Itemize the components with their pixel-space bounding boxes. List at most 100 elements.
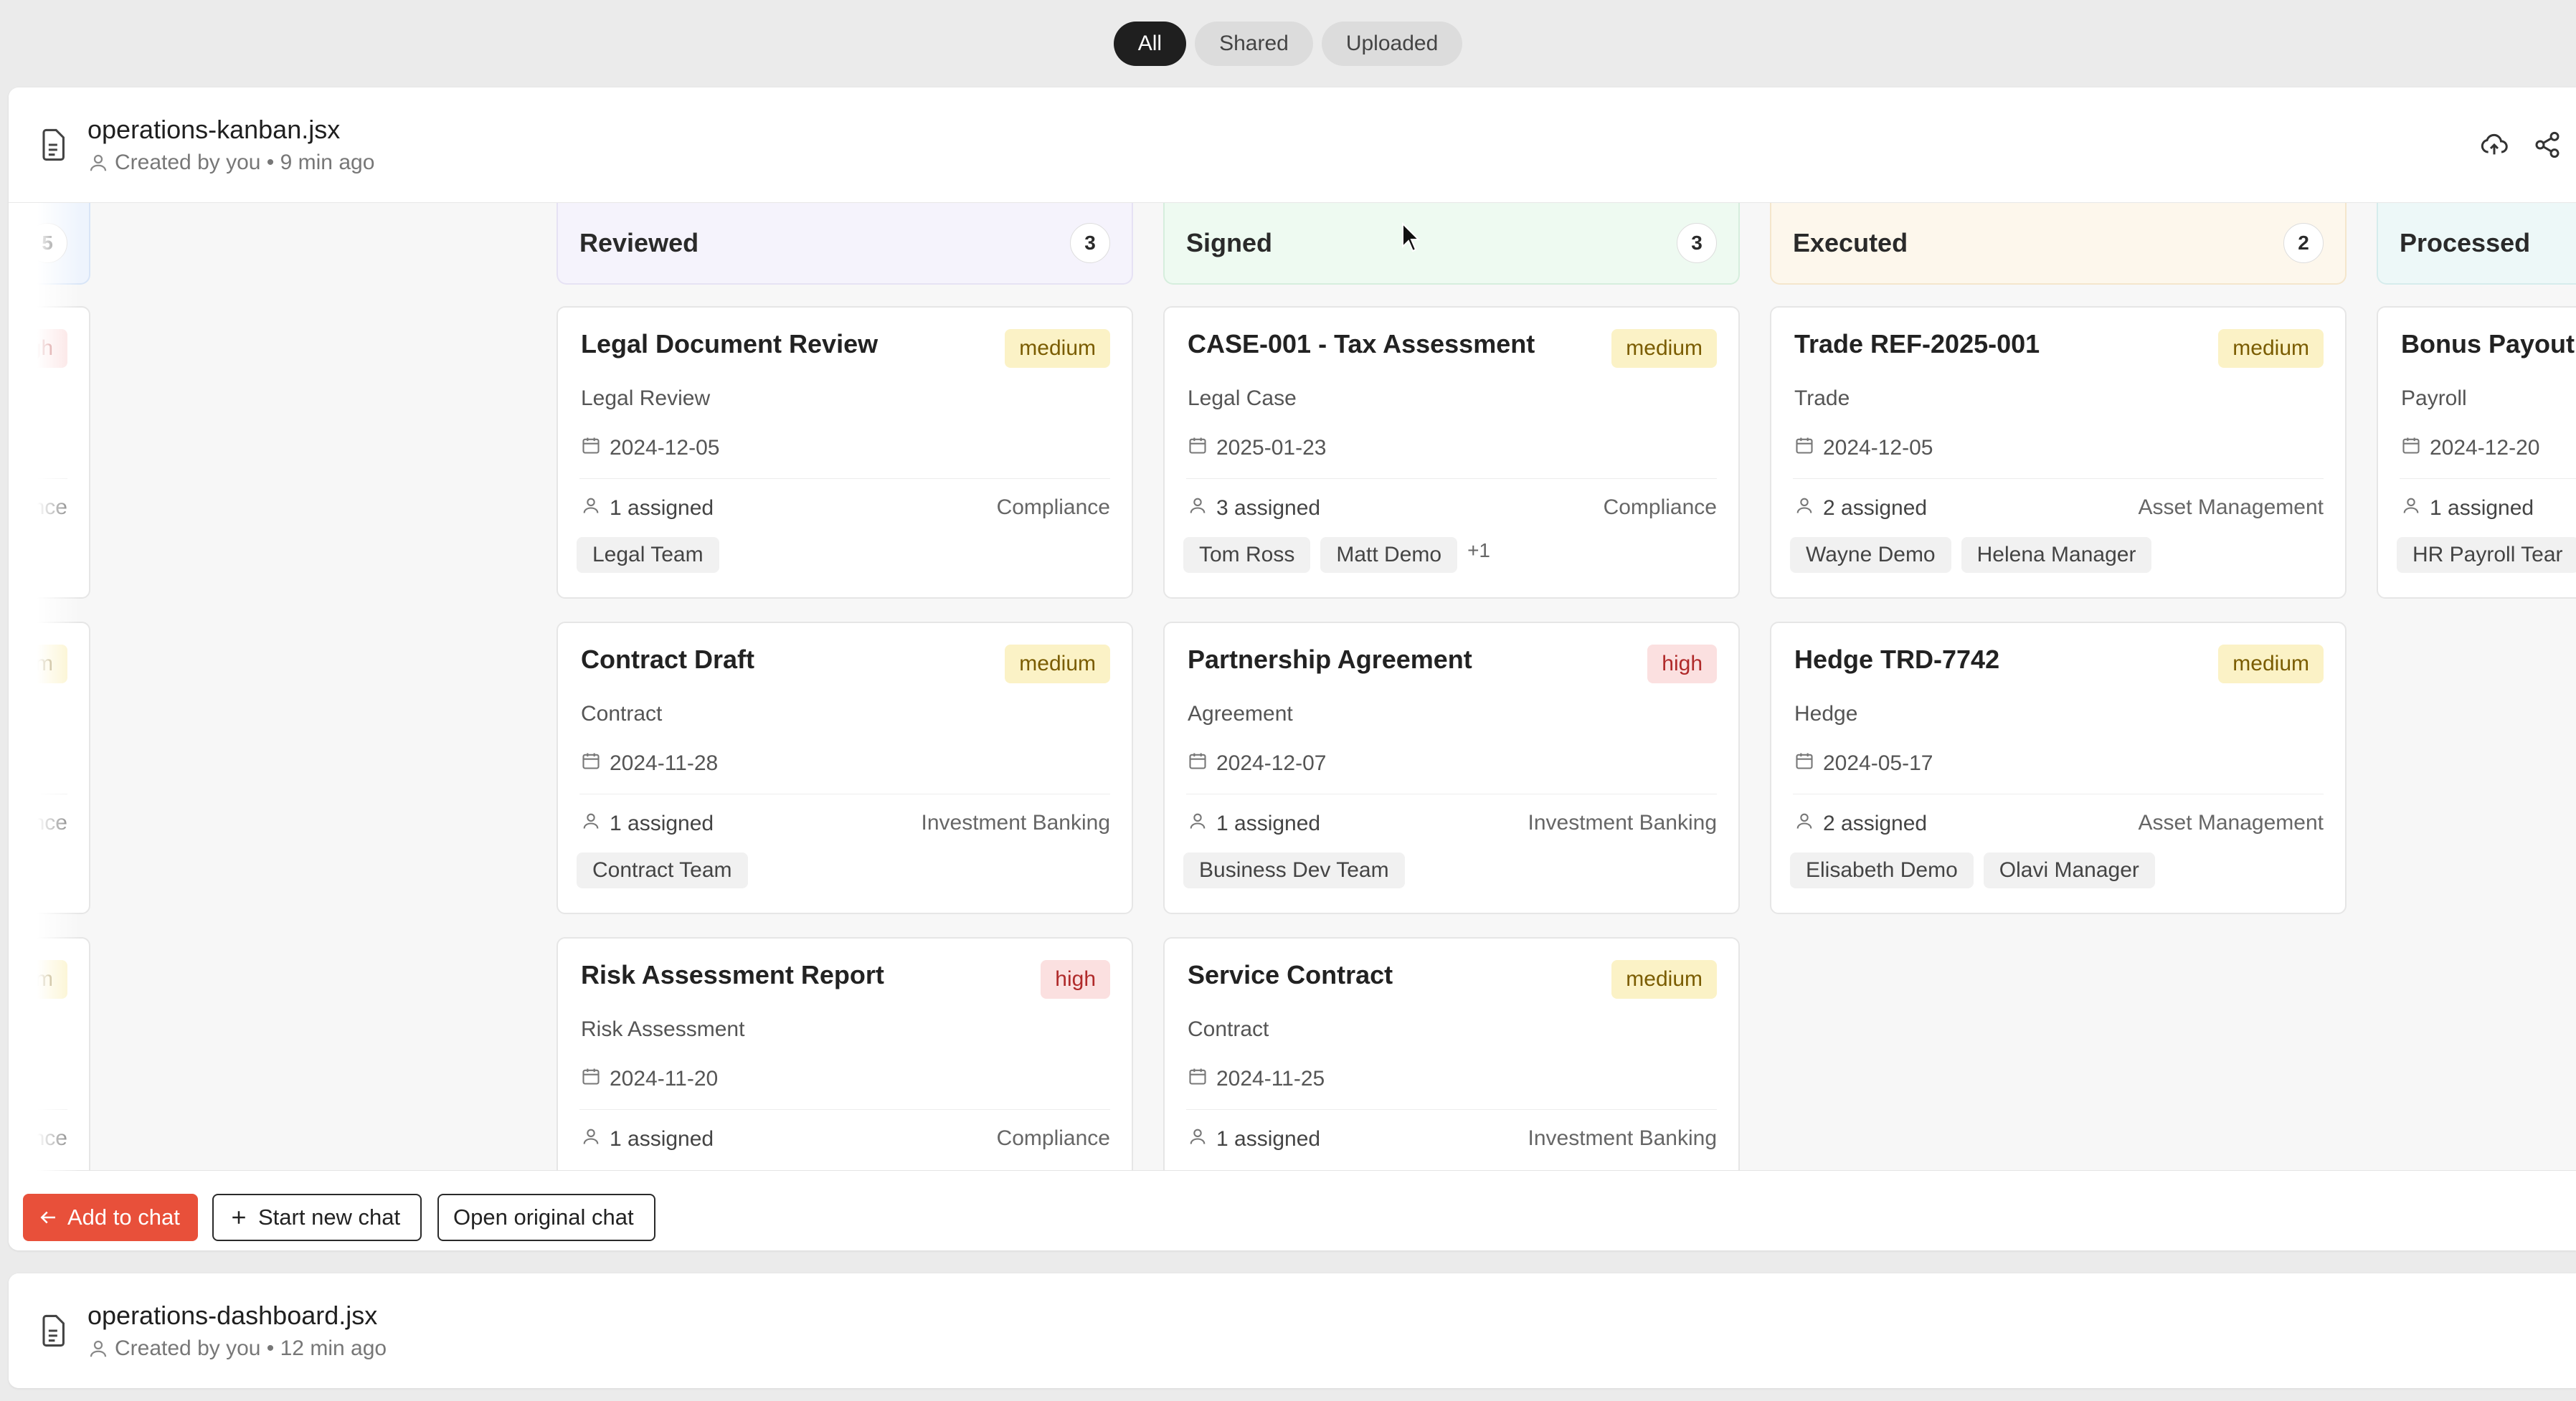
column-count-badge: 3	[1677, 223, 1717, 263]
file-icon	[42, 128, 65, 161]
card-divider	[2400, 478, 2576, 479]
column-count-badge: 3	[1070, 223, 1110, 263]
file-name[interactable]: operations-dashboard.jsx	[87, 1301, 378, 1330]
card-type: Payroll	[2401, 386, 2467, 410]
start-new-chat-label: Start new chat	[258, 1205, 401, 1230]
card-assigned: 1 assigned	[1188, 811, 1320, 837]
card-title: Partnership Agreement	[1188, 645, 1472, 674]
card-type: Risk Assessment	[581, 1017, 745, 1041]
kanban-board: d5RPT Notehigheport1-17nedFinanceonViola…	[9, 202, 2576, 1171]
card-divider	[579, 478, 1110, 479]
user-icon	[1188, 1126, 1208, 1152]
card-title: Contract Draft	[581, 645, 755, 674]
column-header: Signed 3	[1163, 203, 1740, 285]
person-tag: Contract Team	[577, 853, 748, 888]
column-title: Executed	[1793, 228, 1908, 257]
cloud-upload-icon[interactable]	[2480, 130, 2509, 163]
user-icon	[1188, 495, 1208, 521]
card-type: Legal Case	[1188, 386, 1297, 410]
person-tag: Wayne Demo	[1790, 537, 1951, 573]
kanban-card[interactable]: Trade REF-2025-001 medium Trade 2024-12-05 2…	[1770, 306, 2347, 599]
person-tag: Matt Demo	[1320, 537, 1458, 573]
priority-badge: high	[1041, 960, 1110, 999]
card-date: 2024-11-20	[581, 1066, 718, 1092]
file-meta: Created by you • 9 min ago	[87, 151, 374, 175]
card-people: HR Payroll Tear	[2397, 537, 2576, 573]
kanban-card[interactable]: Risk Assessment Report high Risk Assessmen…	[557, 937, 1133, 1171]
kanban-card[interactable]: Partnership Agreement high Agreement 2024-1…	[1163, 622, 1740, 914]
card-date: 2024-12-20	[2401, 435, 2539, 461]
card-date: 2024-12-05	[581, 435, 719, 461]
card-title: Bonus Payout	[2401, 329, 2575, 358]
card-people: Legal Team	[577, 537, 719, 573]
open-original-chat-button[interactable]: Open original chat	[437, 1194, 655, 1241]
card-assigned-text: 2 assigned	[1823, 496, 1928, 520]
card-assigned-text: 2 assigned	[1823, 812, 1928, 835]
card-type: Trade	[1794, 386, 1850, 410]
calendar-icon	[2401, 435, 2421, 461]
card-divider	[1793, 478, 2324, 479]
calendar-icon	[1188, 435, 1208, 461]
open-original-chat-label: Open original chat	[453, 1205, 634, 1230]
user-icon	[90, 154, 107, 171]
kanban-column: Processed Bonus Payout Payroll 2024-12-20 1 …	[2377, 203, 2576, 599]
kanban-card[interactable]: CASE-001 - Tax Assessment medium Legal Cas…	[1163, 306, 1740, 599]
calendar-icon	[581, 751, 601, 777]
person-tag: Olavi Manager	[1983, 853, 2155, 888]
person-tag: HR Payroll Tear	[2397, 537, 2576, 573]
user-icon	[1794, 811, 1814, 837]
add-to-chat-button[interactable]: Add to chat	[23, 1194, 198, 1241]
kanban-card[interactable]: Bonus Payout Payroll 2024-12-20 1 assigned H…	[2377, 306, 2576, 599]
calendar-icon	[1794, 751, 1814, 777]
card-department: Compliance	[996, 495, 1110, 519]
card-department: Asset Management	[2138, 495, 2324, 519]
filter-uploaded[interactable]: Uploaded	[1321, 22, 1463, 66]
kanban-card[interactable]: Service Contract medium Contract 2024-11-25…	[1163, 937, 1740, 1171]
arrow-left-icon	[40, 1211, 55, 1224]
plus-icon	[232, 1211, 245, 1224]
start-new-chat-button[interactable]: Start new chat	[212, 1194, 422, 1241]
card-assigned-text: 1 assigned	[2430, 496, 2534, 520]
file-name[interactable]: operations-kanban.jsx	[87, 115, 341, 144]
header-actions	[2480, 130, 2562, 163]
kanban-card[interactable]: Contract Draft medium Contract 2024-11-28 1 …	[557, 622, 1133, 914]
user-icon	[1188, 811, 1208, 837]
card-assigned: 2 assigned	[1794, 495, 1927, 521]
card-title: Legal Document Review	[581, 329, 879, 358]
card-date-text: 2024-11-28	[610, 751, 719, 775]
card-type: Hedge	[1794, 702, 1858, 726]
kanban-column: Executed 2 Trade REF-2025-001 medium Trade 20…	[1770, 203, 2347, 914]
filter-all[interactable]: All	[1113, 22, 1187, 66]
card-department: Asset Management	[2138, 811, 2324, 835]
card-assigned-text: 1 assigned	[1216, 1127, 1321, 1151]
card-date: 2024-12-07	[1188, 751, 1326, 777]
card-department: Investment Banking	[1528, 811, 1717, 835]
card-assigned: 1 assigned	[581, 1126, 714, 1152]
card-assigned-text: 1 assigned	[610, 1127, 714, 1151]
artifact-header-second: operations-dashboard.jsx Created by you …	[9, 1273, 2576, 1388]
user-icon	[1794, 495, 1814, 521]
card-date-text: 2024-12-05	[1823, 436, 1933, 460]
share-icon[interactable]	[2533, 130, 2562, 163]
card-date-text: 2024-12-07	[1216, 751, 1327, 775]
priority-badge: medium	[2218, 645, 2324, 683]
calendar-icon	[1794, 435, 1814, 461]
card-date-text: 2024-05-17	[1823, 751, 1933, 775]
artifact-header: operations-kanban.jsx Created by you • 9…	[9, 87, 2576, 202]
kanban-card[interactable]: Hedge TRD-7742 medium Hedge 2024-05-17 2 ass…	[1770, 622, 2347, 914]
user-icon	[581, 811, 601, 837]
card-title: Trade REF-2025-001	[1794, 329, 2040, 358]
card-department: Compliance	[996, 1126, 1110, 1150]
kanban-card[interactable]: Legal Document Review medium Legal Review 2…	[557, 306, 1133, 599]
card-assigned: 1 assigned	[581, 811, 714, 837]
priority-badge: high	[1647, 645, 1717, 683]
card-people: Contract Team	[577, 853, 748, 888]
card-assigned: 1 assigned	[1188, 1126, 1320, 1152]
card-department: Compliance	[1603, 495, 1717, 519]
card-assigned-text: 1 assigned	[610, 496, 714, 520]
artifact-panel-dashboard[interactable]: operations-dashboard.jsx Created by you …	[9, 1273, 2576, 1388]
priority-badge: medium	[1611, 960, 1717, 999]
filter-shared[interactable]: Shared	[1195, 22, 1313, 66]
action-bar: Add to chat Start new chat Open original…	[9, 1170, 2576, 1250]
card-date: 2024-11-25	[1188, 1066, 1325, 1092]
